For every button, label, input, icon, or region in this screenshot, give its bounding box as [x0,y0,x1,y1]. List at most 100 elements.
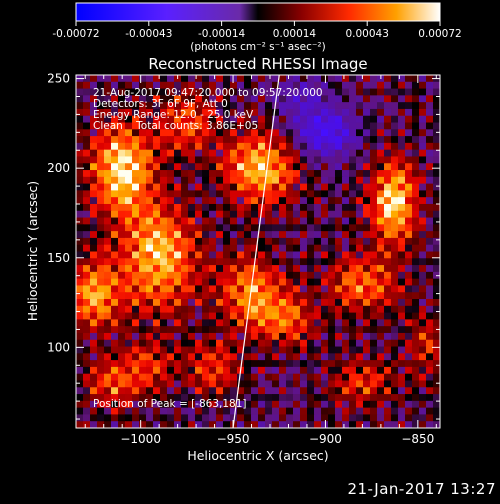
heatmap-cell [202,265,210,273]
heatmap-cell [419,156,427,164]
heatmap-cell [125,312,133,320]
heatmap-cell [335,258,343,266]
heatmap-cell [223,217,231,225]
heatmap-cell [202,299,210,307]
heatmap-cell [433,400,440,409]
heatmap-cell [433,414,440,422]
heatmap-cell [279,285,287,293]
heatmap-cell [251,122,259,130]
heatmap-cell [384,176,392,185]
heatmap-cell [160,326,168,334]
heatmap-cell [342,176,350,185]
heatmap-cell [412,231,420,239]
heatmap-cell [132,190,140,198]
heatmap-cell [265,244,273,253]
heatmap-cell [377,88,385,96]
heatmap-cell [83,278,91,287]
heatmap-cell [300,81,308,90]
heatmap-cell [223,149,231,158]
heatmap-cell [433,190,440,198]
heatmap-cell [419,373,427,382]
heatmap-cell [258,108,266,117]
heatmap-cell [230,319,238,327]
heatmap-cell [223,102,231,110]
heatmap-cell [237,81,245,90]
heatmap-cell [307,115,315,124]
heatmap-cell [181,312,189,320]
heatmap-cell [90,122,98,130]
heatmap-cell [181,380,189,388]
heatmap-cell [293,203,301,212]
heatmap-cell [384,353,392,361]
heatmap-cell [426,108,434,117]
heatmap-cell [125,251,133,259]
heatmap-cell [118,95,126,103]
heatmap-cell [279,271,287,280]
heatmap-cell [230,332,238,341]
heatmap-cell [132,170,140,178]
heatmap-cell [377,197,385,205]
heatmap-cell [174,251,182,259]
heatmap-cell [230,407,238,416]
heatmap-cell [356,326,364,334]
heatmap-cell [104,400,112,409]
heatmap-cell [370,305,378,314]
heatmap-cell [181,163,189,171]
heatmap-cell [251,190,259,198]
heatmap-cell [258,387,266,395]
heatmap-cell [314,394,322,402]
heatmap-cell [391,108,399,117]
heatmap-cell [412,271,420,280]
heatmap-cell [195,414,203,422]
heatmap-cell [265,122,273,130]
heatmap-cell [97,203,105,212]
heatmap-cell [349,251,357,259]
heatmap-cell [139,210,147,219]
heatmap-cell [237,142,245,151]
heatmap-cell [328,400,336,409]
heatmap-cell [139,271,147,280]
heatmap-cell [265,414,273,422]
heatmap-cell [139,278,147,287]
heatmap-cell [90,163,98,171]
heatmap-cell [398,258,406,266]
heatmap-cell [363,224,371,232]
heatmap-cell [349,292,357,300]
heatmap-cell [188,265,196,273]
heatmap-cell [321,217,329,225]
heatmap-cell [174,170,182,178]
heatmap-cell [251,312,259,320]
heatmap-cell [307,203,315,212]
heatmap-cell [391,319,399,327]
heatmap-cell [293,278,301,287]
heatmap-cell [174,319,182,327]
heatmap-cell [335,210,343,219]
heatmap-cell [237,278,245,287]
heatmap-cell [258,170,266,178]
heatmap-cell [293,88,301,96]
heatmap-cell [237,326,245,334]
heatmap-cell [139,237,147,246]
heatmap-cell [139,163,147,171]
heatmap-cell [307,258,315,266]
heatmap-cell [307,407,315,416]
heatmap-cell [342,332,350,341]
heatmap-cell [265,108,273,117]
heatmap-cell [146,95,154,103]
heatmap-cell [83,251,91,259]
heatmap-cell [377,299,385,307]
heatmap-cell [237,271,245,280]
heatmap-cell [279,339,287,348]
heatmap-cell [153,108,161,117]
heatmap-cell [426,414,434,422]
heatmap-cell [328,407,336,416]
heatmap-cell [314,326,322,334]
heatmap-cell [398,170,406,178]
heatmap-cell [412,102,420,110]
heatmap-cell [279,387,287,395]
heatmap-cell [300,407,308,416]
heatmap-cell [335,387,343,395]
heatmap-cell [300,122,308,130]
heatmap-cell [118,278,126,287]
heatmap-cell [139,258,147,266]
